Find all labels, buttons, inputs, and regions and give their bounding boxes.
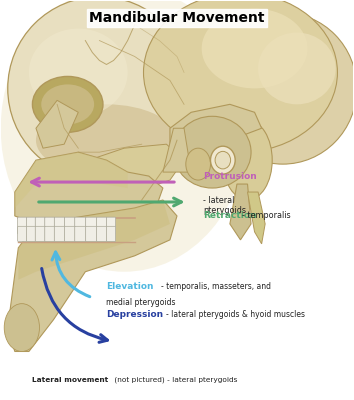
Polygon shape bbox=[18, 200, 170, 280]
Ellipse shape bbox=[209, 13, 354, 164]
FancyBboxPatch shape bbox=[97, 226, 107, 242]
Ellipse shape bbox=[1, 0, 247, 272]
FancyBboxPatch shape bbox=[27, 217, 36, 234]
Ellipse shape bbox=[29, 28, 128, 116]
FancyBboxPatch shape bbox=[75, 226, 86, 242]
FancyBboxPatch shape bbox=[107, 226, 116, 242]
Ellipse shape bbox=[173, 116, 251, 188]
Ellipse shape bbox=[33, 76, 103, 132]
FancyBboxPatch shape bbox=[54, 226, 65, 242]
FancyBboxPatch shape bbox=[54, 217, 65, 234]
Ellipse shape bbox=[202, 9, 308, 88]
FancyBboxPatch shape bbox=[64, 226, 75, 242]
Text: medial pterygoids: medial pterygoids bbox=[107, 298, 176, 307]
Ellipse shape bbox=[258, 32, 336, 104]
Text: - temporalis, masseters, and: - temporalis, masseters, and bbox=[161, 282, 271, 291]
Text: - lateral
pterygoids: - lateral pterygoids bbox=[204, 196, 246, 216]
FancyBboxPatch shape bbox=[75, 217, 86, 234]
FancyBboxPatch shape bbox=[45, 226, 55, 242]
FancyBboxPatch shape bbox=[86, 226, 97, 242]
Ellipse shape bbox=[36, 104, 177, 176]
FancyBboxPatch shape bbox=[35, 226, 45, 242]
Ellipse shape bbox=[41, 84, 94, 124]
Text: - lateral pterygoids & hyoid muscles: - lateral pterygoids & hyoid muscles bbox=[166, 310, 306, 319]
FancyBboxPatch shape bbox=[64, 217, 75, 234]
FancyBboxPatch shape bbox=[18, 217, 27, 234]
Ellipse shape bbox=[143, 0, 337, 152]
Polygon shape bbox=[15, 152, 163, 224]
FancyBboxPatch shape bbox=[35, 217, 45, 234]
Text: Lateral movement: Lateral movement bbox=[33, 377, 109, 383]
FancyBboxPatch shape bbox=[107, 217, 116, 234]
FancyBboxPatch shape bbox=[27, 226, 36, 242]
Polygon shape bbox=[8, 200, 177, 352]
Circle shape bbox=[215, 151, 230, 169]
FancyBboxPatch shape bbox=[18, 226, 27, 242]
Text: Depression: Depression bbox=[107, 310, 164, 319]
Polygon shape bbox=[230, 184, 251, 240]
Ellipse shape bbox=[186, 148, 211, 180]
FancyBboxPatch shape bbox=[86, 217, 97, 234]
Ellipse shape bbox=[8, 0, 191, 180]
Polygon shape bbox=[163, 128, 191, 172]
Polygon shape bbox=[36, 100, 78, 148]
Text: Mandibular Movement: Mandibular Movement bbox=[89, 11, 265, 25]
Text: Retraction: Retraction bbox=[204, 212, 257, 220]
Polygon shape bbox=[170, 104, 262, 148]
Polygon shape bbox=[247, 192, 265, 244]
FancyBboxPatch shape bbox=[97, 217, 107, 234]
Text: - temporalis: - temporalis bbox=[242, 212, 291, 220]
Polygon shape bbox=[89, 144, 184, 192]
Polygon shape bbox=[15, 152, 128, 208]
Ellipse shape bbox=[4, 304, 40, 352]
Text: Protrusion: Protrusion bbox=[204, 172, 257, 180]
FancyBboxPatch shape bbox=[45, 217, 55, 234]
Circle shape bbox=[211, 146, 235, 174]
Ellipse shape bbox=[223, 120, 272, 200]
Text: Elevation: Elevation bbox=[107, 282, 154, 291]
Text: (not pictured) - lateral pterygoids: (not pictured) - lateral pterygoids bbox=[112, 377, 237, 383]
